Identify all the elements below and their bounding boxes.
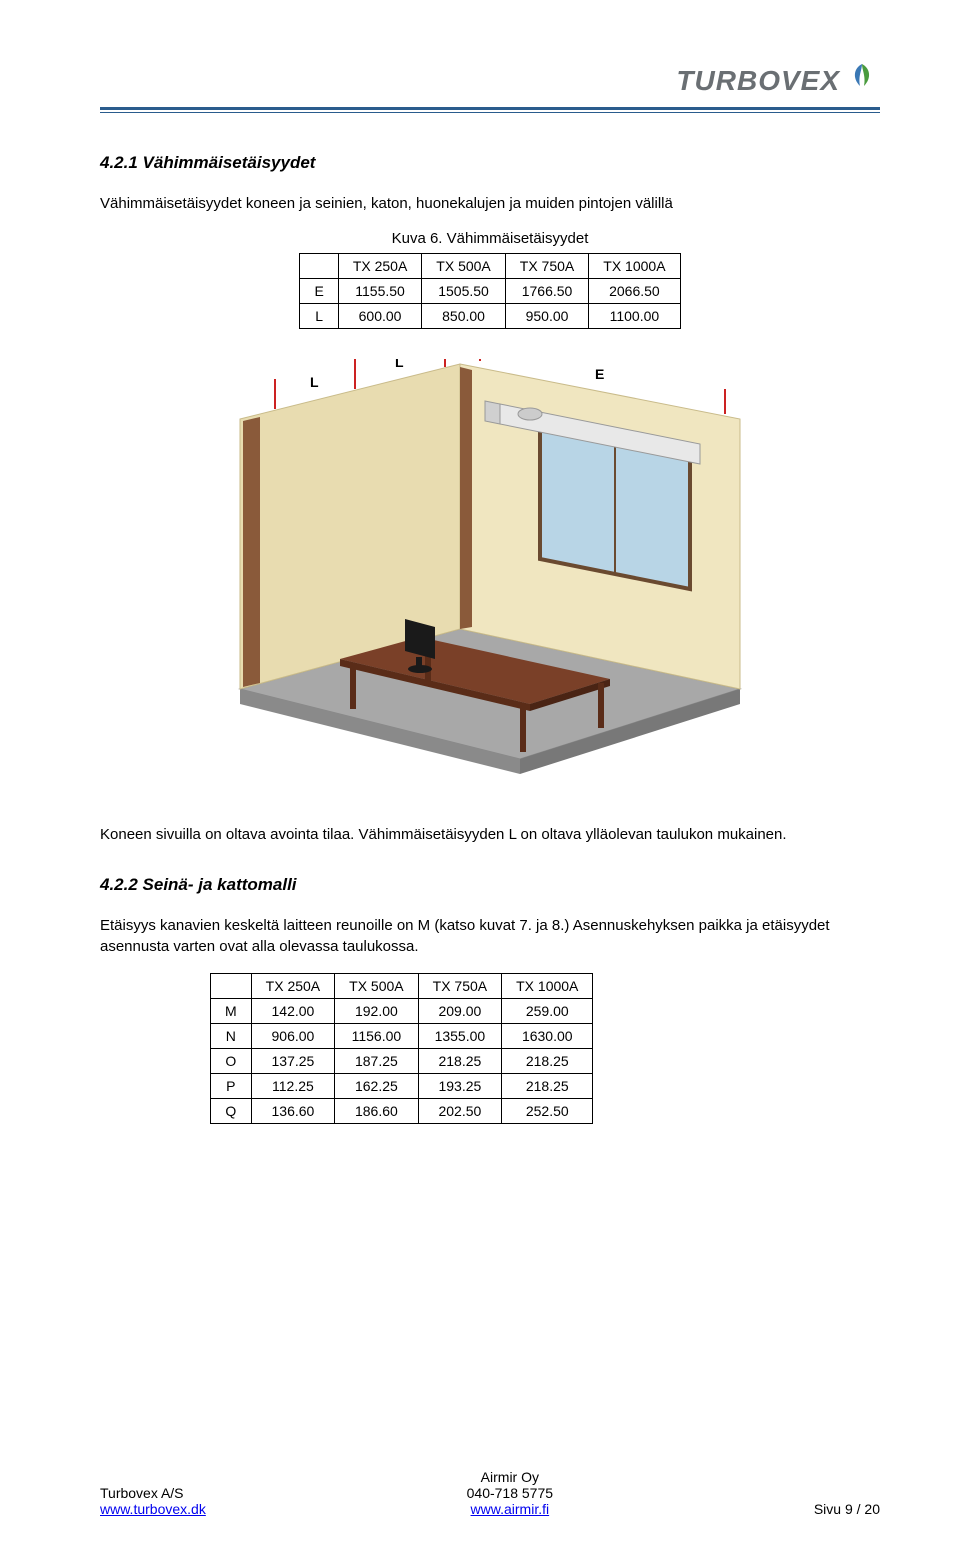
column-header: TX 1000A [502,974,593,999]
section-2-heading: 4.2.2 Seinä- ja kattomalli [100,875,880,895]
table-cell: 1766.50 [505,279,588,304]
table-cell: 1630.00 [502,1024,593,1049]
table-cell: 950.00 [505,304,588,329]
footer-left: Turbovex A/S www.turbovex.dk [100,1485,206,1517]
footer-page-number: Sivu 9 / 20 [814,1501,880,1517]
row-label: O [211,1049,252,1074]
column-header: TX 500A [335,974,418,999]
brand-logo: TURBOVEX [676,60,880,101]
table-cell: 218.25 [502,1074,593,1099]
table-cell: 186.60 [335,1099,418,1124]
row-label: P [211,1074,252,1099]
table-cell: 193.25 [418,1074,501,1099]
table-cell: 252.50 [502,1099,593,1124]
row-label: E [300,279,338,304]
footer-link-airmir[interactable]: www.airmir.fi [471,1501,550,1517]
table-cell: 259.00 [502,999,593,1024]
table-cell: 187.25 [335,1049,418,1074]
table-cell: 906.00 [251,1024,334,1049]
table-cell: 1155.50 [338,279,421,304]
table-cell: 192.00 [335,999,418,1024]
section-1-intro: Vähimmäisetäisyydet koneen ja seinien, k… [100,193,880,214]
table-min-distances: TX 250ATX 500ATX 750ATX 1000A E1155.5015… [299,253,680,329]
table-cell: 218.25 [418,1049,501,1074]
footer-company-left: Turbovex A/S [100,1485,206,1501]
table-cell: 600.00 [338,304,421,329]
table-cell: 1355.00 [418,1024,501,1049]
column-header: TX 750A [418,974,501,999]
footer-link-turbovex[interactable]: www.turbovex.dk [100,1501,206,1517]
dim-label-E: E [595,366,604,382]
table-cell: 137.25 [251,1049,334,1074]
table-cell: 136.60 [251,1099,334,1124]
table-row: P112.25162.25193.25218.25 [211,1074,593,1099]
figure-6-caption: Kuva 6. Vähimmäisetäisyydet [100,230,880,247]
table-cell: 202.50 [418,1099,501,1124]
column-header: TX 250A [251,974,334,999]
page-header: TURBOVEX [100,60,880,101]
table-cell: 1100.00 [589,304,680,329]
table-mount-distances: TX 250ATX 500ATX 750ATX 1000A M142.00192… [210,973,593,1124]
footer-company-center: Airmir Oy [467,1469,553,1485]
table-row: M142.00192.00209.00259.00 [211,999,593,1024]
brand-name: TURBOVEX [676,65,840,97]
dim-label-L1: L [310,374,319,390]
table-cell: 218.25 [502,1049,593,1074]
table-cell: 162.25 [335,1074,418,1099]
section-1-note: Koneen sivuilla on oltava avointa tilaa.… [100,824,880,845]
table-cell: 1505.50 [422,279,505,304]
page-footer: Turbovex A/S www.turbovex.dk Airmir Oy 0… [100,1469,880,1517]
figure-6-diagram: L L E [100,359,880,784]
table-cell: 209.00 [418,999,501,1024]
row-label: Q [211,1099,252,1124]
row-label: L [300,304,338,329]
section-2-intro: Etäisyys kanavien keskeltä laitteen reun… [100,915,880,957]
table-cell: 850.00 [422,304,505,329]
table-cell: 112.25 [251,1074,334,1099]
dim-label-L2: L [395,359,404,370]
row-label: N [211,1024,252,1049]
table-row: N906.001156.001355.001630.00 [211,1024,593,1049]
table-corner [211,974,252,999]
table-row: L600.00850.00950.001100.00 [300,304,680,329]
table-cell: 142.00 [251,999,334,1024]
row-label: M [211,999,252,1024]
table-cell: 1156.00 [335,1024,418,1049]
table-row: E1155.501505.501766.502066.50 [300,279,680,304]
table-cell: 2066.50 [589,279,680,304]
table-corner [300,254,338,279]
footer-phone: 040-718 5775 [467,1485,553,1501]
column-header: TX 750A [505,254,588,279]
column-header: TX 1000A [589,254,680,279]
column-header: TX 500A [422,254,505,279]
leaf-icon [844,60,880,101]
footer-center: Airmir Oy 040-718 5775 www.airmir.fi [467,1469,553,1517]
column-header: TX 250A [338,254,421,279]
table-row: Q136.60186.60202.50252.50 [211,1099,593,1124]
section-1-heading: 4.2.1 Vähimmäisetäisyydet [100,153,880,173]
header-rule [100,107,880,113]
table-row: O137.25187.25218.25218.25 [211,1049,593,1074]
